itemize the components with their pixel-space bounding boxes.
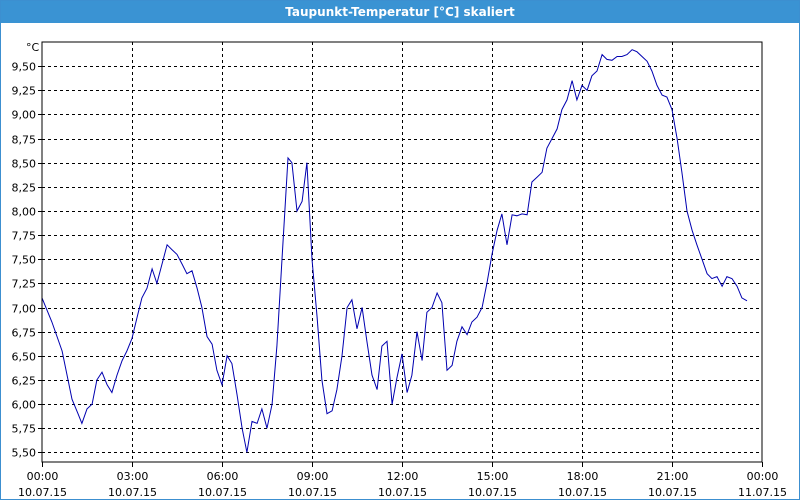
y-tick-label: 7,00 — [12, 303, 37, 316]
x-tick-time-label: 00:00 — [747, 470, 779, 483]
x-tick-time-label: 00:00 — [27, 470, 59, 483]
y-tick-label: 6,00 — [12, 399, 37, 412]
x-tick-date-label: 10.07.15 — [468, 486, 517, 499]
y-tick-label: 6,25 — [12, 375, 37, 388]
x-tick-date-label: 11.07.15 — [738, 486, 787, 499]
y-tick-label: 9,25 — [12, 85, 37, 98]
x-tick-date-label: 10.07.15 — [378, 486, 427, 499]
x-axis-ticks: 00:00 10.07.15 03:00 10.07.15 06:00 10.07.15 0… — [18, 462, 787, 499]
x-tick-time-label: 06:00 — [207, 470, 239, 483]
y-tick-label: 9,00 — [12, 109, 37, 122]
y-tick-label: 7,75 — [12, 230, 37, 243]
x-tick-time-label: 18:00 — [567, 470, 599, 483]
y-tick-label: 9,50 — [12, 61, 37, 74]
window-title: Taupunkt-Temperatur [°C] skaliert — [1, 1, 799, 23]
y-tick-label: 5,75 — [12, 423, 37, 436]
y-tick-label: 6,75 — [12, 327, 37, 340]
y-tick-label: 8,25 — [12, 182, 37, 195]
y-tick-label: 5,50 — [12, 447, 37, 460]
y-tick-label: 7,25 — [12, 278, 37, 291]
x-tick-date-label: 10.07.15 — [198, 486, 247, 499]
series-line-dewpoint — [41, 49, 748, 453]
x-tick-date-label: 10.07.15 — [288, 486, 337, 499]
x-tick-time-label: 09:00 — [297, 470, 329, 483]
y-tick-label: 8,50 — [12, 158, 37, 171]
x-tick-date-label: 10.07.15 — [18, 486, 67, 499]
plot-area-frame — [41, 41, 763, 463]
x-tick-time-label: 12:00 — [387, 470, 419, 483]
x-tick-date-label: 10.07.15 — [648, 486, 697, 499]
y-axis-unit-label: °C — [26, 41, 40, 54]
y-tick-label: 7,50 — [12, 254, 37, 267]
grid-lines — [42, 42, 762, 462]
x-tick-date-label: 10.07.15 — [108, 486, 157, 499]
x-tick-time-label: 03:00 — [117, 470, 149, 483]
y-axis-ticks: 5,50 5,75 6,00 6,25 6,50 6,75 7,00 7,25 7,50 7,75… — [12, 61, 42, 460]
x-tick-time-label: 21:00 — [657, 470, 689, 483]
x-tick-time-label: 15:00 — [477, 470, 509, 483]
y-tick-label: 6,50 — [12, 351, 37, 364]
x-tick-date-label: 10.07.15 — [558, 486, 607, 499]
y-tick-label: 8,00 — [12, 206, 37, 219]
y-tick-label: 8,75 — [12, 134, 37, 147]
